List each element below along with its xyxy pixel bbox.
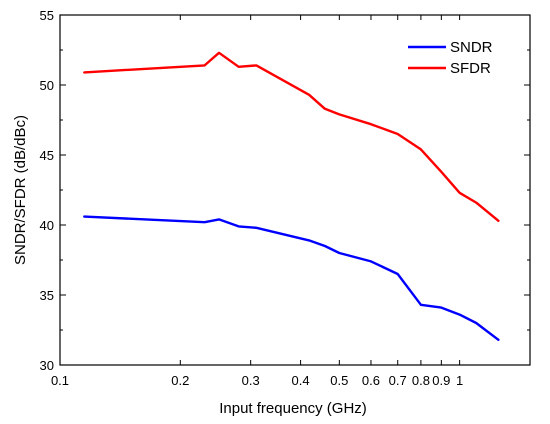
x-tick-label: 0.5 xyxy=(330,373,348,388)
x-tick-label: 0.6 xyxy=(362,373,380,388)
x-tick-label: 0.3 xyxy=(242,373,260,388)
x-axis-title: Input frequency (GHz) xyxy=(219,400,367,417)
legend-label-sfdr: SFDR xyxy=(450,60,491,77)
y-tick-label: 45 xyxy=(40,148,54,163)
y-tick-label: 30 xyxy=(40,358,54,373)
y-tick-label: 55 xyxy=(40,8,54,23)
x-tick-label: 1 xyxy=(456,373,463,388)
legend-label-sndr: SNDR xyxy=(450,39,493,56)
chart-marks xyxy=(83,51,500,341)
y-tick-label: 50 xyxy=(40,78,54,93)
legend: SNDR SFDR xyxy=(408,39,493,77)
y-tick-label: 35 xyxy=(40,288,54,303)
x-tick-label: 0.7 xyxy=(389,373,407,388)
x-tick-label: 0.4 xyxy=(292,373,310,388)
series-line-sndr xyxy=(83,215,500,341)
x-tick-label: 0.2 xyxy=(171,373,189,388)
axes: 0.1 0.2 0.3 0.4 0.5 0.6 0.7 0.8 0.9 1 30 35 40 45 50 55… xyxy=(12,8,530,417)
x-tick-label: 0.1 xyxy=(51,373,69,388)
x-tick-label: 0.9 xyxy=(432,373,450,388)
series-line-sfdr xyxy=(83,51,500,223)
y-tick-label: 40 xyxy=(40,218,54,233)
x-tick-label: 0.8 xyxy=(412,373,430,388)
y-axis-title: SNDR/SFDR (dB/dBc) xyxy=(12,115,29,265)
